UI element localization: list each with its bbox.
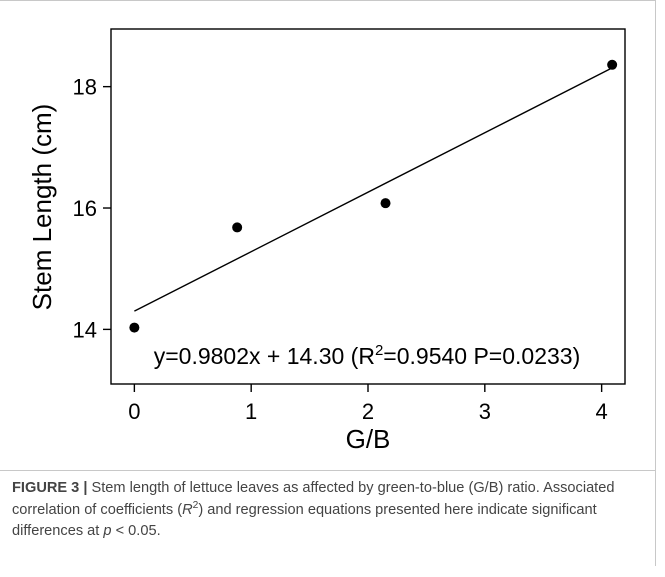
- figure-caption: FIGURE 3 | Stem length of lettuce leaves…: [12, 478, 652, 543]
- caption-text-2: ) and regression equations presented her…: [12, 501, 597, 540]
- regression-equation: y=0.9802x + 14.30 (R2=0.9540 P=0.0233): [154, 342, 581, 369]
- data-point: [232, 222, 243, 233]
- caption-r-superscript: 2: [192, 499, 199, 511]
- figure-frame: [0, 0, 656, 566]
- y-tick-label: 18: [73, 75, 97, 100]
- equation-suffix: =0.9540 P=0.0233): [383, 343, 580, 369]
- y-tick-label: 14: [73, 317, 97, 342]
- data-point: [129, 322, 140, 333]
- regression-line: [134, 67, 613, 312]
- y-axis-label: Stem Length (cm): [27, 104, 57, 311]
- caption-r-symbol: R: [182, 501, 193, 518]
- caption-divider: [0, 470, 656, 471]
- x-tick-label: 4: [596, 399, 608, 424]
- data-point: [380, 198, 391, 209]
- y-tick-label: 16: [73, 196, 97, 221]
- caption-text-3: < 0.05.: [111, 523, 161, 539]
- equation-superscript: 2: [375, 342, 383, 359]
- caption-p-symbol: p: [103, 523, 112, 539]
- equation-prefix: y=0.9802x + 14.30 (R: [154, 343, 375, 369]
- plot-area-frame: [110, 28, 626, 385]
- x-tick-label: 1: [245, 399, 257, 424]
- y-axis: 14 16 18: [73, 75, 111, 342]
- x-axis-label: G/B: [346, 424, 391, 454]
- caption-label: FIGURE 3 |: [12, 480, 88, 496]
- x-tick-label: 3: [479, 399, 491, 424]
- x-axis: 0 1 2 3 4: [128, 384, 608, 424]
- x-tick-label: 2: [362, 399, 374, 424]
- data-points: [129, 59, 618, 333]
- caption-text-1: Stem length of lettuce leaves as affecte…: [12, 480, 615, 518]
- data-point: [607, 59, 618, 70]
- x-tick-label: 0: [128, 399, 140, 424]
